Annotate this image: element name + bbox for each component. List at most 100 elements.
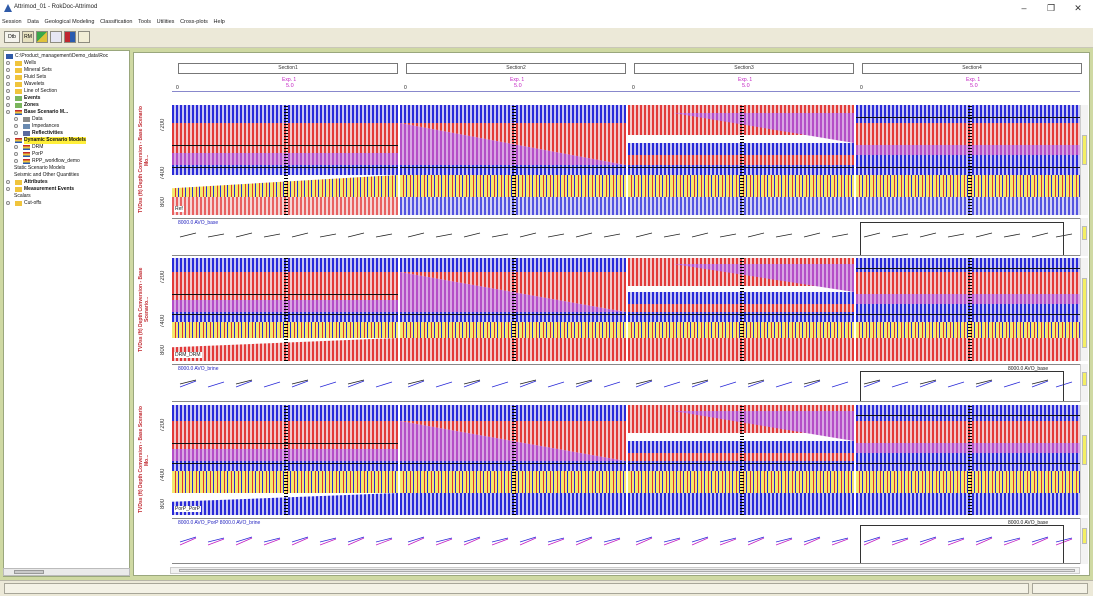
seismic-track-s1-t3[interactable]: PorP_PorP bbox=[172, 405, 398, 515]
tree-item-events[interactable]: Events bbox=[6, 95, 126, 102]
collapse-icon[interactable] bbox=[6, 110, 10, 114]
dtb-tool-button[interactable]: Dtb bbox=[4, 31, 20, 43]
expand-icon[interactable] bbox=[6, 96, 10, 100]
well-log bbox=[968, 405, 972, 515]
expand-icon[interactable] bbox=[14, 159, 18, 163]
tree-item-rpp-workflow-demo[interactable]: RPP_workflow_demo bbox=[14, 158, 126, 165]
seismic-track-s1-t2[interactable]: DRM_DRM bbox=[172, 258, 398, 361]
scrollbar-thumb[interactable] bbox=[179, 569, 1075, 572]
scrollbar-thumb[interactable] bbox=[14, 570, 44, 574]
menu-data[interactable]: Data bbox=[27, 19, 39, 25]
avo-3-scrollbar[interactable] bbox=[1080, 518, 1088, 564]
tree-item-reflectivities[interactable]: Reflectivities bbox=[14, 130, 126, 137]
avo-strip-3[interactable]: 8000.0 AVO_PorP 8000.0 AVO_brine 8000.0 … bbox=[172, 518, 1082, 564]
tree-item-drm[interactable]: DRM bbox=[14, 144, 126, 151]
avo-selection-box[interactable] bbox=[860, 525, 1064, 563]
scrollbar-thumb[interactable] bbox=[1082, 226, 1087, 240]
seismic-track-s3-t1[interactable] bbox=[628, 105, 854, 215]
avo-selection-box[interactable] bbox=[860, 371, 1064, 401]
maximize-button[interactable]: ❐ bbox=[1046, 3, 1056, 13]
menu-cross-plots[interactable]: Cross-plots bbox=[180, 19, 208, 25]
tree-item-data[interactable]: Data bbox=[14, 116, 126, 123]
tree-item-zones[interactable]: Zones bbox=[6, 102, 126, 109]
tree-item-fluid-sets[interactable]: Fluid Sets bbox=[6, 74, 126, 81]
menu-classification[interactable]: Classification bbox=[100, 19, 133, 25]
section-header-3[interactable]: Section3 bbox=[634, 63, 854, 74]
tree-item-impedances[interactable]: Impedances bbox=[14, 123, 126, 130]
avo-2-scrollbar[interactable] bbox=[1080, 364, 1088, 402]
seismic-track-s3-t2[interactable] bbox=[628, 258, 854, 361]
avo-1-scrollbar[interactable] bbox=[1080, 218, 1088, 256]
tree-item-seismic-other[interactable]: Seismic and Other Quantities bbox=[14, 172, 80, 178]
tree-item-wells[interactable]: Wells bbox=[6, 60, 126, 67]
checkbox-icon[interactable] bbox=[15, 103, 22, 108]
scrollbar-thumb[interactable] bbox=[1082, 135, 1087, 165]
model-tool-icon[interactable] bbox=[36, 31, 48, 43]
expand-icon[interactable] bbox=[6, 68, 10, 72]
expand-icon[interactable] bbox=[6, 201, 10, 205]
expand-icon[interactable] bbox=[14, 117, 18, 121]
project-tree[interactable]: C:\Product_management\Demo_data\Roc Well… bbox=[3, 50, 130, 577]
seismic-track-s4-t2[interactable] bbox=[856, 258, 1082, 361]
expand-icon[interactable] bbox=[6, 187, 10, 191]
section-header-4[interactable]: Section4 bbox=[862, 63, 1082, 74]
menu-geological-modeling[interactable]: Geological Modeling bbox=[44, 19, 95, 25]
seismic-track-s4-t3[interactable] bbox=[856, 405, 1082, 515]
track-1-scrollbar[interactable] bbox=[1080, 105, 1088, 215]
well-log bbox=[284, 105, 288, 215]
scrollbar-thumb[interactable] bbox=[1082, 278, 1087, 348]
minimize-button[interactable]: – bbox=[1021, 3, 1027, 13]
tree-item-static-scenario-models[interactable]: Static Scenario Models bbox=[14, 165, 66, 171]
avo-selection-box[interactable] bbox=[860, 222, 1064, 255]
seismic-track-s2-t3[interactable] bbox=[400, 405, 626, 515]
tree-root[interactable]: C:\Product_management\Demo_data\Roc bbox=[6, 53, 129, 60]
tree-item-mineral-sets[interactable]: Mineral Sets bbox=[6, 67, 126, 74]
expand-icon[interactable] bbox=[6, 89, 10, 93]
seismic-track-s4-t1[interactable] bbox=[856, 105, 1082, 215]
rm-tool-button[interactable]: RM bbox=[22, 31, 34, 43]
menu-session[interactable]: Session bbox=[2, 19, 22, 25]
menu-tools[interactable]: Tools bbox=[138, 19, 151, 25]
menu-help[interactable]: Help bbox=[213, 19, 225, 25]
seismic-track-s2-t1[interactable] bbox=[400, 105, 626, 215]
tree-item-cut-offs[interactable]: Cut-offs bbox=[6, 200, 126, 207]
track-3-scrollbar[interactable] bbox=[1080, 405, 1088, 515]
section-header-2[interactable]: Section2 bbox=[406, 63, 626, 74]
menu-utilities[interactable]: Utilities bbox=[156, 19, 175, 25]
document-tool-icon[interactable] bbox=[50, 31, 62, 43]
expand-icon[interactable] bbox=[6, 61, 10, 65]
track-2-scrollbar[interactable] bbox=[1080, 258, 1088, 361]
expand-icon[interactable] bbox=[14, 145, 18, 149]
seismic-track-s3-t3[interactable] bbox=[628, 405, 854, 515]
collapse-icon[interactable] bbox=[6, 138, 10, 142]
avo-strip-1[interactable]: 8000.0 AVO_base bbox=[172, 218, 1082, 256]
scrollbar-thumb[interactable] bbox=[1082, 372, 1087, 386]
tree-item-base-scenario[interactable]: Base Scenario M... bbox=[6, 109, 126, 116]
pointer-tool-icon[interactable] bbox=[78, 31, 90, 43]
swap-tool-icon[interactable] bbox=[64, 31, 76, 43]
scrollbar-thumb[interactable] bbox=[1082, 435, 1087, 465]
tree-item-dynamic-scenario-models[interactable]: Dynamic Scenario Models bbox=[6, 137, 126, 144]
expand-icon[interactable] bbox=[6, 75, 10, 79]
expand-icon[interactable] bbox=[6, 103, 10, 107]
expand-icon[interactable] bbox=[14, 124, 18, 128]
tree-item-line-of-section[interactable]: Line of Section bbox=[6, 88, 126, 95]
expand-icon[interactable] bbox=[14, 152, 18, 156]
tree-item-attributes[interactable]: Attributes bbox=[6, 179, 126, 186]
avo-strip-2[interactable]: 8000.0 AVO_brine 8000.0 AVO_base bbox=[172, 364, 1082, 402]
tree-item-measurement-events[interactable]: Measurement Events bbox=[6, 186, 126, 193]
expand-icon[interactable] bbox=[6, 82, 10, 86]
tree-item-scalars[interactable]: Scalars bbox=[14, 193, 31, 199]
seismic-track-s2-t2[interactable] bbox=[400, 258, 626, 361]
scrollbar-thumb[interactable] bbox=[1082, 528, 1087, 544]
checkbox-icon[interactable] bbox=[15, 96, 22, 101]
close-button[interactable]: ✕ bbox=[1074, 3, 1082, 13]
section-header-1[interactable]: Section1 bbox=[178, 63, 398, 74]
tree-item-wavelets[interactable]: Wavelets bbox=[6, 81, 126, 88]
expand-icon[interactable] bbox=[6, 180, 10, 184]
expand-icon[interactable] bbox=[14, 131, 18, 135]
main-horizontal-scrollbar[interactable] bbox=[170, 567, 1080, 574]
seismic-track-s1-t1[interactable]: Ref bbox=[172, 105, 398, 215]
tree-horizontal-scrollbar[interactable] bbox=[3, 568, 130, 576]
tree-item-porp[interactable]: PorP bbox=[14, 151, 126, 158]
